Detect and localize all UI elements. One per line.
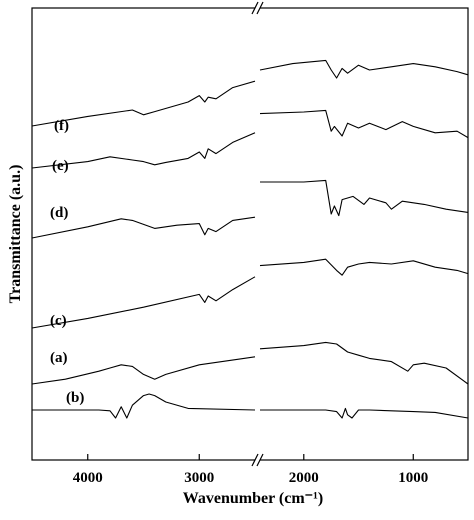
x-tick-label-4000: 4000 [73, 470, 103, 486]
axis-break-mark-bottom-1 [251, 453, 259, 467]
axis-break-mark-bottom-2 [256, 453, 264, 467]
series-labels: (a) (b) (c) (d) (e) (f) [50, 118, 84, 406]
series-line-b-part-1 [31, 356, 256, 385]
x-axis-label: Wavenumber (cm⁻¹) [183, 490, 323, 507]
series-line-f-part-1 [31, 80, 256, 127]
axis-break-mark-top-1 [251, 1, 259, 15]
x-tick-label-1000: 1000 [398, 470, 428, 486]
series-line-f-part-2 [259, 59, 469, 79]
series-label-a: (a) [50, 350, 68, 366]
series-layer [31, 59, 469, 419]
series-label-d: (d) [50, 205, 68, 221]
series-label-e: (e) [52, 158, 69, 174]
series-line-c-part-2 [259, 258, 469, 276]
series-line-a-part-2 [260, 407, 469, 419]
y-axis-label: Transmittance (a.u.) [7, 165, 24, 304]
series-label-c: (c) [50, 313, 67, 329]
axis-break-gap-top [255, 5, 260, 11]
series-label-b: (b) [66, 390, 84, 406]
series-line-d-part-1 [31, 216, 256, 239]
series-line-e-part-2 [259, 109, 469, 139]
axis-break-mark-top-2 [256, 1, 264, 15]
series-line-e-part-1 [31, 132, 256, 169]
x-ticks: 4000 3000 2000 1000 [73, 454, 428, 486]
plot-frame [31, 7, 469, 461]
series-label-f: (f) [54, 118, 69, 134]
series-line-c-part-1 [31, 276, 256, 329]
series-line-b-part-2 [259, 341, 469, 385]
axis-break [251, 1, 264, 467]
x-tick-label-3000: 3000 [184, 470, 214, 486]
x-tick-label-2000: 2000 [289, 470, 319, 486]
series-line-a-part-1 [32, 393, 256, 419]
series-line-d-part-2 [260, 179, 469, 217]
axis-break-gap-bottom [255, 457, 260, 463]
